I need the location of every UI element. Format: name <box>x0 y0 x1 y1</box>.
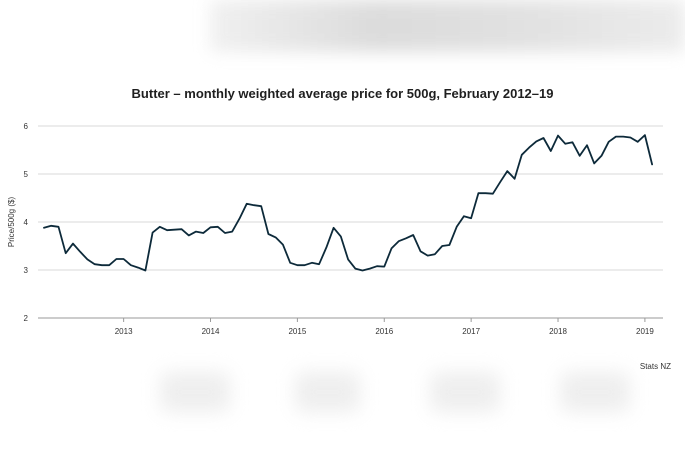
blurred-footer-block <box>160 372 230 412</box>
price-series-line <box>43 134 653 272</box>
y-tick-label: 2 <box>24 314 29 323</box>
y-tick-label: 4 <box>24 218 29 227</box>
x-tick-label: 2014 <box>202 327 220 336</box>
y-tick-label: 3 <box>24 266 29 275</box>
chart-title: Butter – monthly weighted average price … <box>131 86 554 101</box>
x-tick-label: 2017 <box>462 327 480 336</box>
blurred-footer-block <box>560 372 630 412</box>
x-tick-label: 2019 <box>636 327 654 336</box>
blurred-header-background <box>210 0 685 52</box>
y-axis-title: Price/500g ($) <box>7 197 16 248</box>
x-tick-label: 2018 <box>549 327 567 336</box>
y-tick-label: 6 <box>24 122 29 131</box>
blurred-footer-block <box>430 372 500 412</box>
x-tick-label: 2015 <box>288 327 306 336</box>
blurred-footer-block <box>295 372 360 412</box>
source-label: Stats NZ <box>639 362 671 371</box>
x-tick-label: 2013 <box>115 327 133 336</box>
y-tick-label: 5 <box>24 170 29 179</box>
x-tick-label: 2016 <box>375 327 393 336</box>
